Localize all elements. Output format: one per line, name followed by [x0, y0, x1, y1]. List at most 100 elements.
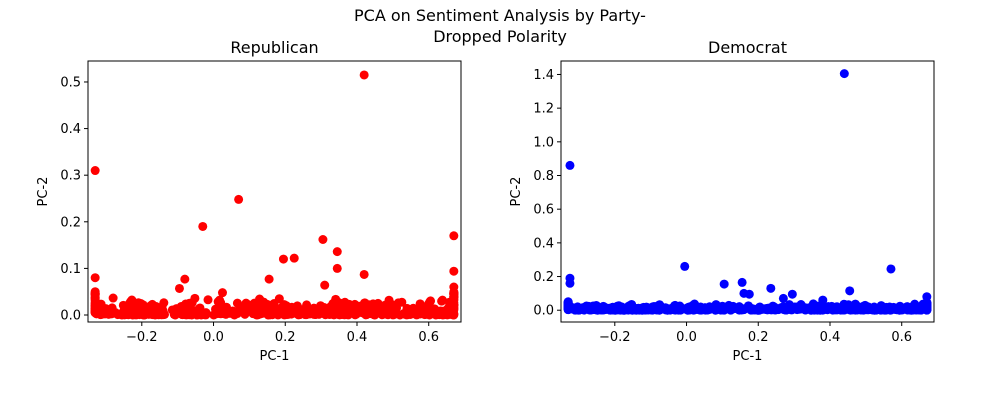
democrat-title: Democrat [708, 38, 787, 57]
republican-outlier-point [264, 274, 274, 284]
democrat-outlier-point [922, 292, 932, 302]
republican-y-tick-label: 0.0 [60, 309, 81, 324]
democrat-y-tick-label: 1.4 [533, 68, 554, 83]
figure-title-line-1: PCA on Sentiment Analysis by Party- [354, 6, 646, 25]
republican-outlier-point [90, 273, 100, 283]
democrat-outlier-point [839, 69, 849, 79]
republican-point [347, 301, 357, 311]
democrat-point [832, 305, 842, 315]
republican-outlier-point [332, 247, 342, 257]
republican-point [389, 309, 399, 319]
republican-point [160, 309, 170, 319]
republican-outlier-point [318, 235, 328, 245]
republican-point [241, 298, 251, 308]
republican-y-tick-label: 0.1 [60, 262, 81, 277]
republican-y-tick-label: 0.4 [60, 122, 81, 137]
republican-point [268, 300, 278, 310]
republican-outlier-point [180, 274, 190, 284]
republican-outlier-point [449, 231, 459, 241]
republican-point [147, 310, 157, 320]
democrat-point [773, 305, 783, 315]
democrat-y-tick-label: 0.6 [533, 203, 554, 218]
democrat-point [599, 304, 609, 314]
republican-x-tick-label: 0.6 [418, 330, 439, 345]
republican-outlier-point [289, 253, 299, 263]
democrat-point [787, 304, 797, 314]
democrat-outlier-point [766, 283, 776, 293]
republican-outlier-point [174, 283, 184, 293]
democrat-point [922, 299, 932, 309]
republican-point [283, 309, 293, 319]
republican-outlier-point [234, 194, 244, 204]
republican-point [438, 310, 448, 320]
democrat-point [908, 303, 918, 313]
democrat-point [647, 305, 657, 315]
democrat-point [753, 304, 763, 314]
republican-point [437, 296, 447, 306]
republican-x-axis-label: PC-1 [260, 349, 290, 364]
republican-y-tick-label: 0.3 [60, 169, 81, 184]
democrat-y-tick-label: 0.2 [533, 270, 554, 285]
republican-point [328, 299, 338, 309]
republican-point [240, 309, 250, 319]
democrat-outlier-point [565, 278, 575, 288]
democrat-outlier-point [744, 289, 754, 299]
republican-point [369, 310, 379, 320]
democrat-axes-frame [560, 60, 935, 323]
democrat-outlier-point [778, 293, 788, 303]
republican-outlier-point [278, 254, 288, 264]
democrat-x-axis-label: PC-1 [733, 349, 763, 364]
democrat-x-tick-label: 0.0 [676, 330, 697, 345]
democrat-point [696, 302, 706, 312]
republican-point [263, 309, 273, 319]
democrat-point [810, 304, 820, 314]
democrat-point [718, 305, 728, 315]
democrat-x-tick-label: 0.6 [891, 330, 912, 345]
republican-outlier-point [332, 263, 342, 273]
republican-point [203, 295, 213, 305]
democrat-y-tick-label: 0.8 [533, 169, 554, 184]
democrat-outlier-point [845, 286, 855, 296]
republican-point [123, 309, 133, 319]
republican-point [253, 310, 263, 320]
republican-outlier-point [359, 269, 369, 279]
republican-point [153, 304, 163, 314]
republican-point [101, 306, 111, 316]
republican-point [320, 310, 330, 320]
democrat-point [582, 303, 592, 313]
republican-outlier-point [90, 166, 100, 176]
republican-axes-frame [87, 60, 462, 323]
republican-x-tick-label: 0.0 [203, 330, 224, 345]
republican-outlier-point [359, 70, 369, 80]
democrat-outlier-point [565, 160, 575, 170]
democrat-point [841, 304, 851, 314]
republican-point [303, 305, 313, 315]
democrat-outlier-point [787, 289, 797, 299]
democrat-x-tick-label: 0.4 [820, 330, 841, 345]
republican-point [402, 305, 412, 315]
democrat-point [887, 304, 897, 314]
republican-point [397, 297, 407, 307]
republican-point [213, 297, 223, 307]
republican-point [373, 302, 383, 312]
republican-y-tick-label: 0.2 [60, 215, 81, 230]
democrat-y-tick-label: 1.2 [533, 102, 554, 117]
republican-y-axis-label: PC-2 [36, 177, 51, 207]
republican-point [279, 300, 289, 310]
republican-point [361, 306, 371, 316]
republican-point [159, 298, 169, 308]
democrat-point [638, 304, 648, 314]
figure-title-line-2: Dropped Polarity [433, 27, 567, 46]
republican-point [187, 310, 197, 320]
democrat-point [670, 300, 680, 310]
republican-title: Republican [230, 38, 318, 57]
democrat-point [765, 304, 775, 314]
republican-outlier-point [449, 282, 459, 292]
democrat-x-tick-label: 0.2 [748, 330, 769, 345]
democrat-x-tick-label: −0.2 [599, 330, 631, 345]
republican-point [134, 302, 144, 312]
republican-outlier-point [198, 221, 208, 231]
democrat-point [726, 303, 736, 313]
